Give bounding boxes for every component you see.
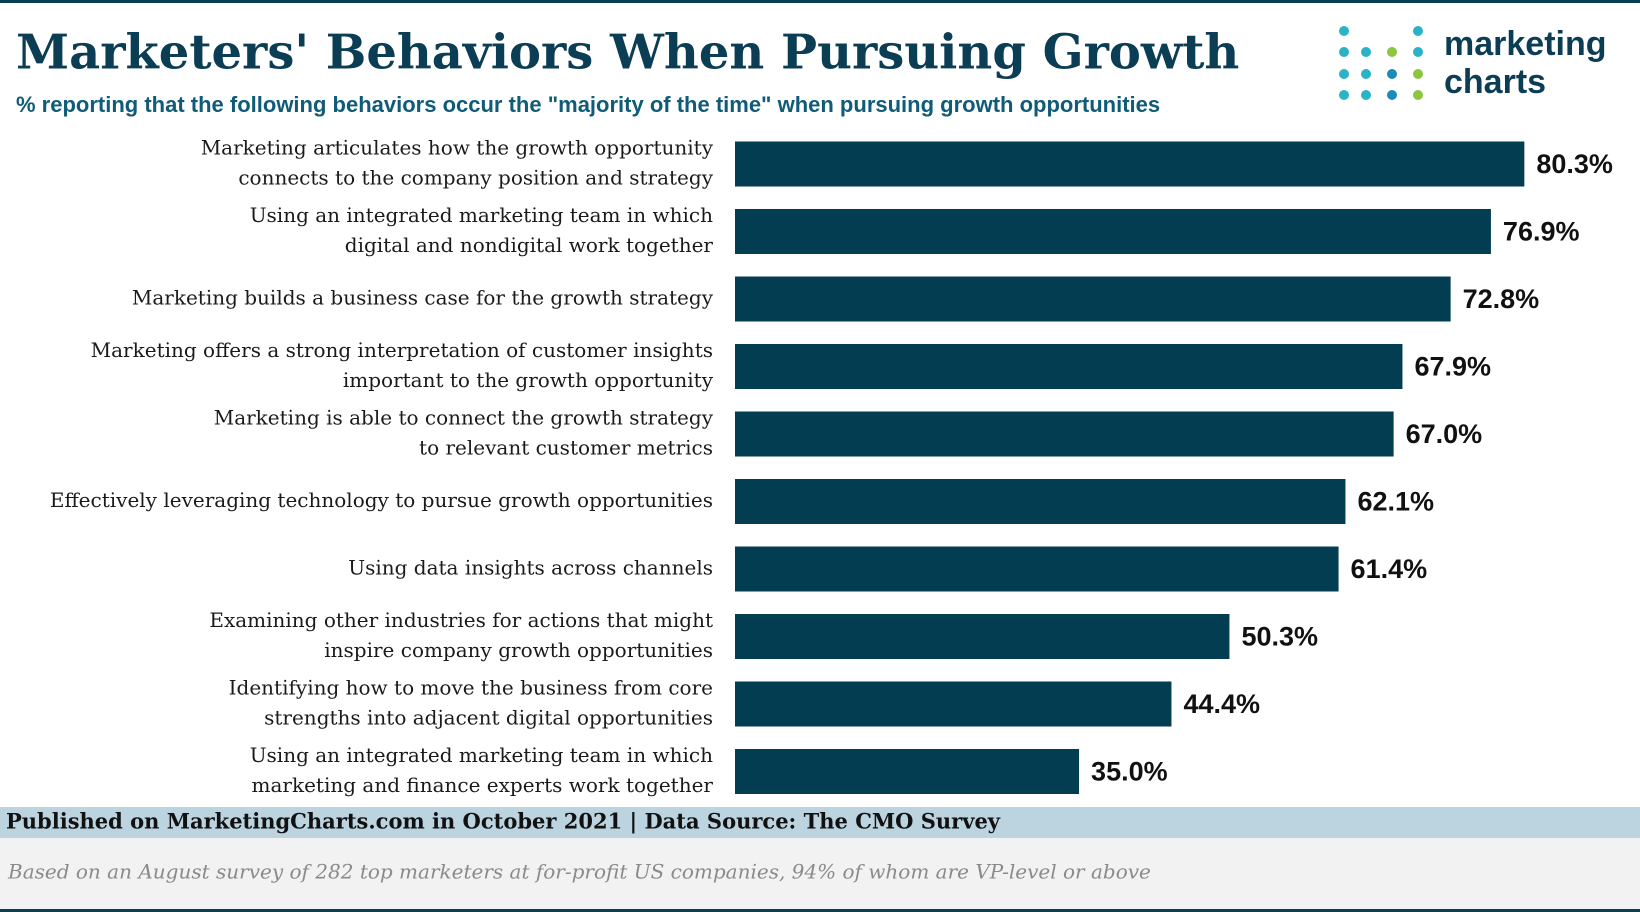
note-band (0, 838, 1640, 909)
logo-dots (1339, 26, 1423, 100)
data-label: 67.9% (1414, 352, 1491, 382)
bar (735, 411, 1394, 457)
y-tick-label: digital and nondigital work together (345, 233, 714, 257)
note-text: Based on an August survey of 282 top mar… (7, 860, 1151, 884)
source-text: Published on MarketingCharts.com in Octo… (6, 809, 1001, 834)
data-label: 50.3% (1241, 622, 1318, 652)
y-tick-label: connects to the company position and str… (238, 166, 713, 190)
data-label: 62.1% (1357, 487, 1434, 517)
y-tick-label: inspire company growth opportunities (324, 638, 713, 662)
bar (735, 546, 1339, 592)
logo-text: marketing (1444, 25, 1607, 63)
y-tick-label: Identifying how to move the business fro… (229, 676, 713, 700)
bar (735, 681, 1172, 727)
y-tick-label: Marketing is able to connect the growth … (214, 406, 714, 430)
bar (735, 209, 1491, 254)
data-label: 67.0% (1406, 419, 1483, 449)
logo-text: charts (1444, 63, 1546, 101)
y-tick-label: Marketing articulates how the growth opp… (201, 136, 714, 160)
logo: marketing charts (1339, 25, 1607, 101)
y-tick-label: Using data insights across channels (348, 556, 713, 580)
y-tick-label: Marketing builds a business case for the… (132, 286, 714, 310)
bar (735, 276, 1451, 322)
data-label: 35.0% (1091, 757, 1168, 787)
bottom-border (0, 909, 1640, 912)
source-band (0, 807, 1640, 838)
data-label: 72.8% (1463, 284, 1540, 314)
y-tick-label: strengths into adjacent digital opportun… (264, 706, 713, 730)
y-tick-label: Examining other industries for actions t… (209, 608, 713, 632)
bar (735, 141, 1525, 187)
bar (735, 749, 1080, 794)
data-label: 76.9% (1503, 217, 1580, 247)
bar (735, 479, 1346, 524)
y-tick-label: important to the growth opportunity (343, 368, 714, 392)
bar (735, 614, 1230, 659)
y-tick-label: Using an integrated marketing team in wh… (250, 743, 713, 767)
y-tick-label: Marketing offers a strong interpretation… (91, 338, 713, 362)
top-border (0, 0, 1640, 3)
chart-title: Marketers' Behaviors When Pursuing Growt… (16, 25, 1239, 81)
data-label: 80.3% (1536, 149, 1613, 179)
y-tick-label: marketing and finance experts work toget… (252, 773, 714, 797)
data-label: 44.4% (1183, 689, 1260, 719)
plot-area: Marketing articulates how the growth opp… (50, 136, 1613, 798)
chart-subtitle: % reporting that the following behaviors… (16, 92, 1160, 117)
y-tick-label: Using an integrated marketing team in wh… (250, 203, 713, 227)
y-tick-label: Effectively leveraging technology to pur… (50, 488, 713, 512)
bar (735, 344, 1403, 389)
y-tick-label: to relevant customer metrics (419, 436, 713, 460)
data-label: 61.4% (1351, 554, 1428, 584)
